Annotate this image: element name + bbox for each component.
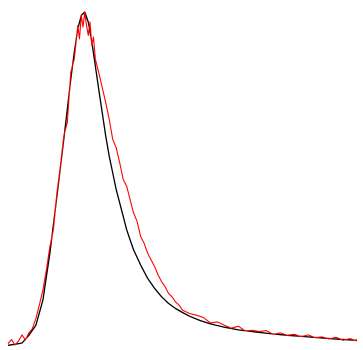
measured-trace-line <box>7 11 358 346</box>
fit-curve-line <box>7 11 358 346</box>
